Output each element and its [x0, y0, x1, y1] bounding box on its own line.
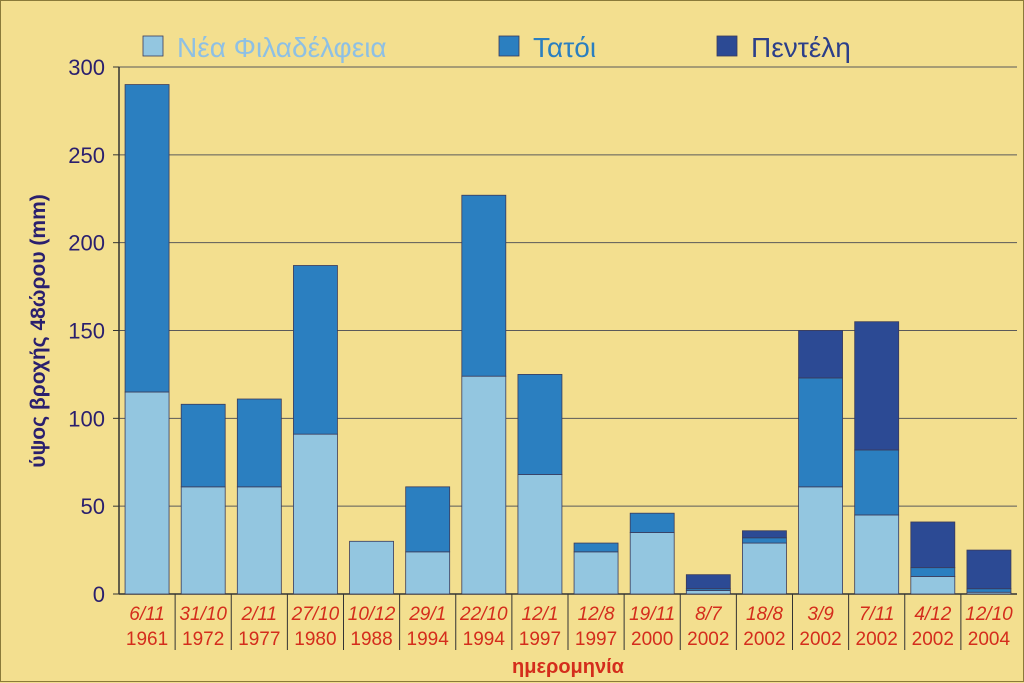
bar-segment-series-1: [180, 486, 226, 595]
bar-segment-series-1: [124, 391, 170, 595]
legend-swatch: [142, 35, 164, 57]
x-tick-label-year: 2002: [799, 629, 841, 650]
bar-segment-series-2: [629, 512, 675, 533]
bar-segment-series-1: [910, 576, 956, 595]
x-axis-label: ημερομηνία: [512, 656, 625, 678]
x-tick-label-year: 1997: [519, 629, 561, 650]
bar-segment-series-2: [742, 537, 787, 544]
bar-segment-series-1: [629, 532, 675, 595]
legend-swatch: [716, 35, 738, 57]
bar-segment-series-2: [966, 588, 1012, 593]
legend-label: Πεντέλη: [751, 32, 851, 63]
x-tick-label-year: 2002: [687, 629, 729, 650]
x-tick-label-year: 1988: [350, 629, 392, 650]
bar-segment-series-2: [293, 265, 338, 435]
x-tick-label-day: 2/11: [241, 604, 278, 625]
x-tick-label-year: 1980: [294, 629, 336, 650]
x-tick-label-year: 1994: [463, 629, 506, 650]
x-tick-label-day: 10/12: [348, 604, 396, 625]
x-tick-label-year: 1972: [182, 629, 224, 650]
x-tick-label-day: 27/10: [291, 604, 340, 625]
y-axis-label: ύψος βροχής 48ώρου (mm): [27, 194, 50, 467]
x-tick-label-year: 2000: [631, 629, 673, 650]
legend-label: Τατόι: [533, 32, 596, 63]
x-tick-label-day: 31/10: [179, 604, 227, 625]
x-tick-label-year: 1994: [407, 629, 450, 650]
bar-segment-series-1: [236, 486, 282, 595]
x-tick-label-day: 4/12: [914, 604, 951, 625]
x-tick-label-year: 2002: [912, 629, 954, 650]
x-tick-label-year: 2002: [743, 629, 785, 650]
bar-segment-series-2: [798, 377, 843, 488]
x-tick-label-year: 1961: [126, 629, 168, 650]
x-tick-label-day: 12/10: [965, 604, 1013, 625]
x-tick-label-year: 2002: [856, 629, 898, 650]
x-tick-label-day: 3/9: [807, 604, 834, 625]
bar-segment-series-3: [854, 321, 900, 451]
bar-segment-series-3: [798, 330, 843, 379]
bar-segment-series-3: [966, 549, 1012, 590]
bar-segment-series-2: [573, 542, 619, 553]
x-tick-label-day: 19/11: [629, 604, 675, 625]
bar-segment-series-1: [573, 551, 619, 595]
bar-segment-series-1: [517, 474, 563, 595]
y-tick-label: 150: [68, 319, 105, 344]
y-tick-label: 200: [68, 231, 105, 256]
x-tick-label-day: 22/10: [459, 604, 508, 625]
y-tick-label: 250: [68, 143, 105, 168]
x-tick-label-year: 1997: [575, 629, 617, 650]
bar-segment-series-3: [685, 574, 731, 590]
x-tick-label-day: 7/11: [859, 604, 895, 625]
x-tick-label-day: 6/11: [129, 604, 165, 625]
y-tick-label: 50: [81, 494, 105, 519]
bar-segment-series-2: [854, 449, 900, 516]
bar-segment-series-1: [742, 542, 787, 595]
bar-segment-series-3: [742, 530, 787, 539]
bar-segment-series-2: [236, 398, 282, 488]
bar-segment-series-2: [180, 403, 226, 488]
bar-segment-series-1: [685, 590, 731, 595]
bar-segment-series-2: [124, 84, 170, 393]
x-tick-label-year: 1977: [238, 629, 280, 650]
legend-label: Νέα Φιλαδέλφεια: [177, 32, 387, 63]
legend-swatch: [498, 35, 520, 57]
x-tick-label-day: 12/8: [578, 604, 615, 625]
x-tick-label-day: 12/1: [521, 604, 558, 625]
bar-segment-series-2: [405, 486, 451, 553]
bar-segment-series-1: [293, 433, 338, 595]
x-tick-label-day: 29/1: [408, 604, 446, 625]
bar-segment-series-2: [517, 374, 563, 475]
bar-segment-series-1: [798, 486, 843, 595]
y-tick-label: 300: [68, 55, 105, 80]
bar-segment-series-2: [910, 567, 956, 577]
bar-segment-series-1: [405, 551, 451, 595]
bar-segment-series-2: [461, 194, 507, 377]
y-tick-label: 0: [93, 582, 105, 607]
x-tick-label-day: 8/7: [695, 604, 723, 625]
bar-segment-series-3: [910, 521, 956, 569]
bar-segment-series-1: [349, 540, 394, 595]
x-tick-label-year: 2004: [968, 629, 1011, 650]
y-tick-label: 100: [68, 406, 105, 431]
bar-segment-series-1: [461, 375, 507, 595]
x-tick-label-day: 18/8: [746, 604, 783, 625]
bar-segment-series-1: [854, 514, 900, 595]
